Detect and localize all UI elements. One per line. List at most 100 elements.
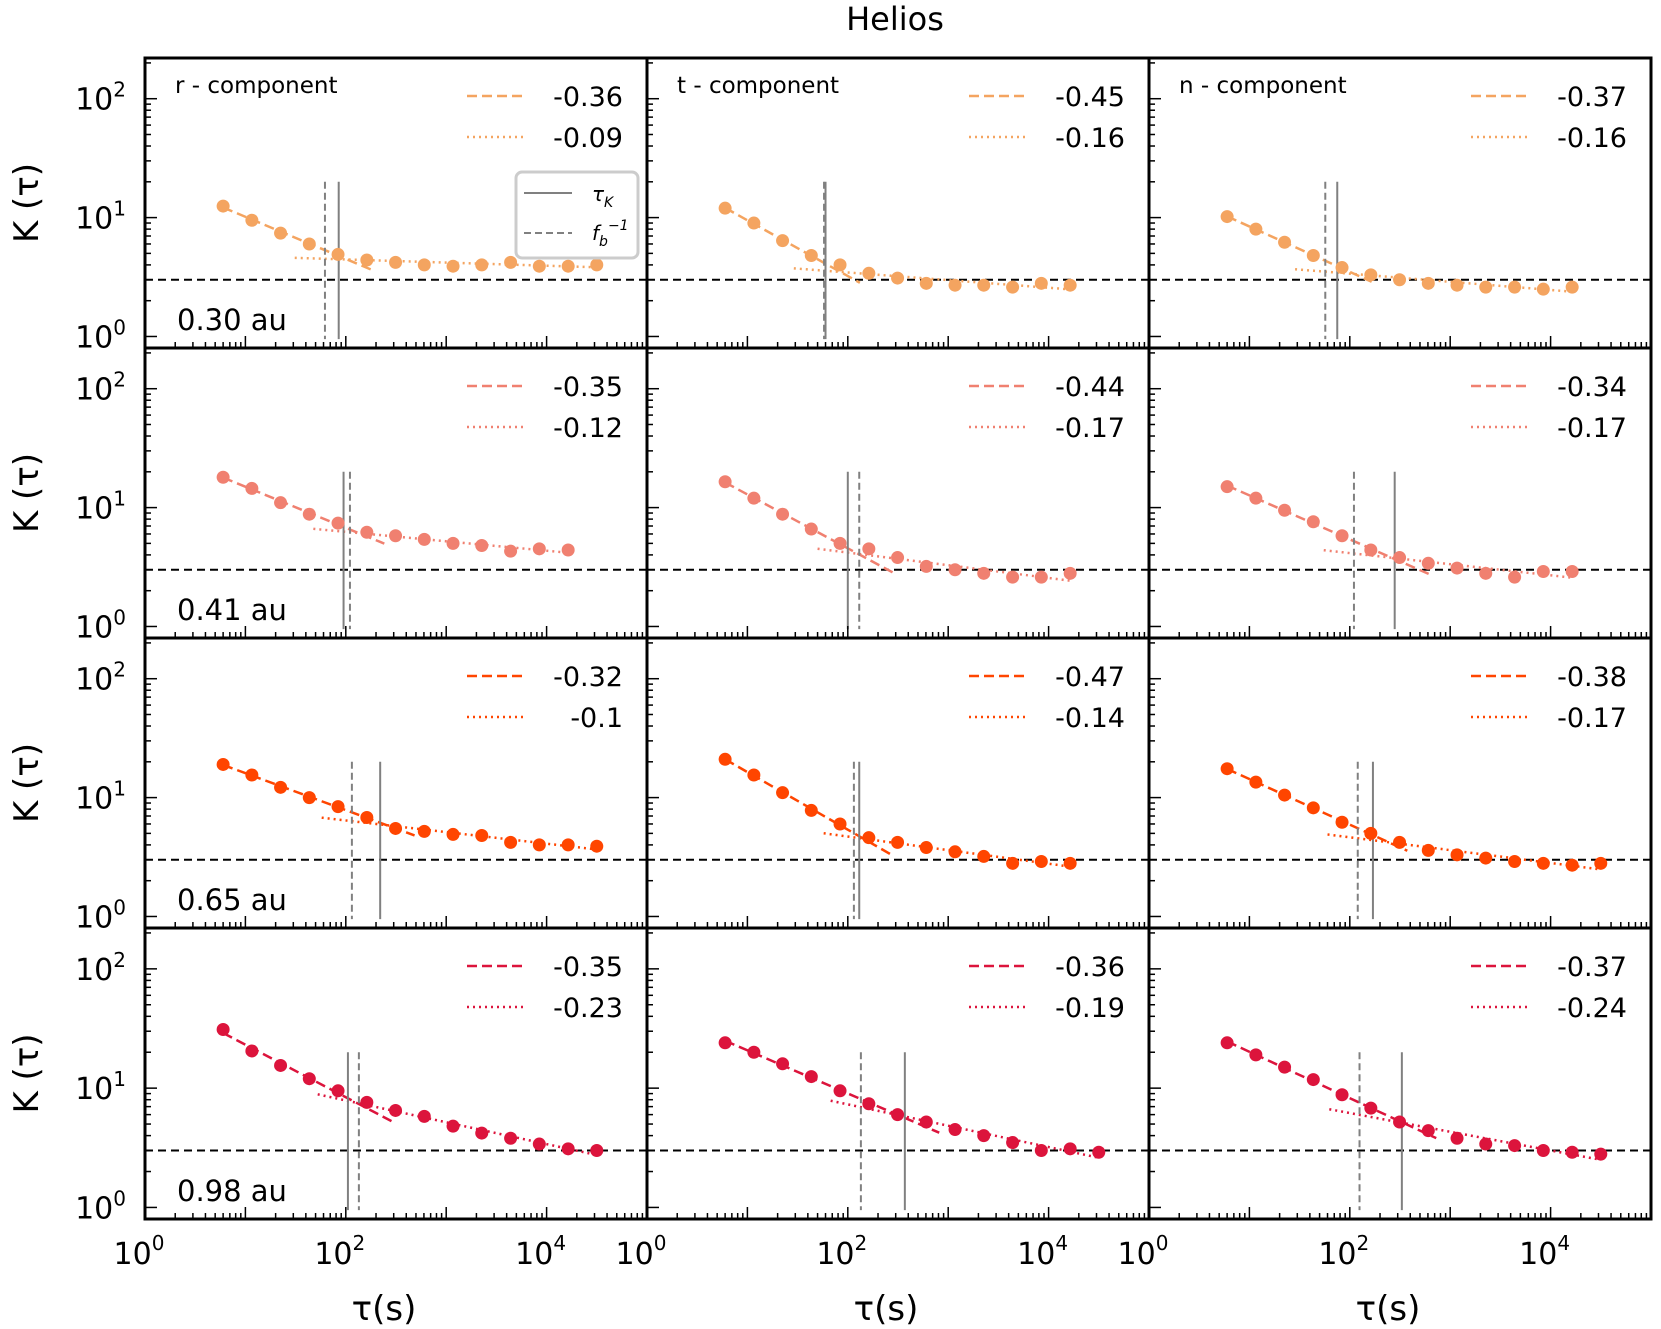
x-tick-label: 102 bbox=[314, 1231, 365, 1272]
column-header: n - component bbox=[1179, 73, 1347, 99]
plot-area bbox=[145, 470, 647, 630]
data-point bbox=[862, 831, 876, 845]
data-point bbox=[948, 845, 962, 859]
data-point bbox=[1565, 565, 1579, 579]
y-tick-label: 101 bbox=[75, 487, 126, 527]
data-point bbox=[331, 247, 345, 261]
data-point bbox=[1508, 570, 1522, 584]
y-tick-label: 100 bbox=[75, 1186, 126, 1226]
data-point bbox=[1508, 855, 1522, 869]
data-point bbox=[718, 752, 732, 766]
data-point bbox=[360, 811, 374, 825]
data-point bbox=[1278, 235, 1292, 249]
x-axis-label: τ(s) bbox=[1356, 1289, 1421, 1329]
data-point bbox=[1335, 529, 1349, 543]
plot-area bbox=[647, 181, 1149, 340]
data-point bbox=[389, 1103, 403, 1117]
data-point bbox=[360, 1095, 374, 1109]
data-point bbox=[891, 271, 905, 285]
y-tick-label: 100 bbox=[75, 895, 126, 935]
data-point bbox=[1565, 1145, 1579, 1159]
data-point bbox=[1364, 543, 1378, 557]
data-point bbox=[360, 525, 374, 539]
data-point bbox=[245, 768, 259, 782]
x-axis-label: τ(s) bbox=[352, 1289, 417, 1329]
data-point bbox=[1335, 815, 1349, 829]
data-point bbox=[245, 1044, 259, 1058]
column-header: r - component bbox=[175, 73, 338, 99]
data-point bbox=[977, 849, 991, 863]
data-point bbox=[504, 1131, 518, 1145]
data-point bbox=[1565, 858, 1579, 872]
data-point bbox=[1034, 276, 1048, 290]
data-point bbox=[389, 255, 403, 269]
data-point bbox=[804, 1070, 818, 1084]
data-point bbox=[1006, 280, 1020, 294]
data-point bbox=[302, 791, 316, 805]
fit-line-dashed bbox=[724, 1039, 940, 1134]
data-point bbox=[948, 1123, 962, 1137]
fit-line-dashed bbox=[1226, 215, 1373, 283]
y-tick-label: 100 bbox=[75, 315, 126, 355]
data-point bbox=[1536, 1144, 1550, 1158]
fit-line-dotted bbox=[793, 267, 1071, 291]
data-point bbox=[1479, 566, 1493, 580]
fit-line-dotted bbox=[1323, 548, 1573, 579]
data-point bbox=[1034, 1144, 1048, 1158]
data-point bbox=[532, 259, 546, 273]
data-point bbox=[1306, 1073, 1320, 1087]
distance-label: 0.98 au bbox=[177, 1174, 287, 1208]
data-point bbox=[446, 536, 460, 550]
plot-area bbox=[1149, 181, 1651, 340]
fit-line-dotted bbox=[830, 1099, 1100, 1159]
data-point bbox=[504, 835, 518, 849]
legend-slope-dotted: -0.17 bbox=[1055, 413, 1125, 444]
data-point bbox=[862, 542, 876, 556]
fit-line-dotted bbox=[817, 547, 1071, 582]
data-point bbox=[532, 1137, 546, 1151]
data-point bbox=[590, 258, 604, 272]
y-tick-label: 102 bbox=[75, 658, 126, 698]
data-point bbox=[1594, 856, 1608, 870]
data-point bbox=[919, 276, 933, 290]
y-tick-label: 102 bbox=[75, 78, 126, 118]
data-point bbox=[1306, 515, 1320, 529]
panel-n-row4: -0.37 -0.24 bbox=[1147, 926, 1653, 1221]
data-point bbox=[1479, 1137, 1493, 1151]
data-point bbox=[1063, 1142, 1077, 1156]
data-point bbox=[1220, 210, 1234, 224]
legend-slope-dotted: -0.1 bbox=[570, 703, 623, 734]
fit-line-dotted bbox=[1327, 833, 1601, 871]
panel-t-row2: -0.44 -0.17 bbox=[645, 346, 1151, 640]
data-point bbox=[1063, 856, 1077, 870]
plot-area bbox=[145, 181, 647, 340]
panel-t-row3: -0.47 -0.14 bbox=[645, 636, 1151, 930]
legend-slope-dotted: -0.14 bbox=[1055, 703, 1125, 734]
data-point bbox=[833, 817, 847, 831]
legend-slope-dashed: -0.36 bbox=[1055, 952, 1125, 983]
legend-slope-dotted: -0.23 bbox=[553, 993, 623, 1024]
fit-line-dotted bbox=[313, 527, 569, 554]
data-point bbox=[1393, 1115, 1407, 1129]
x-axis-label: τ(s) bbox=[854, 1289, 919, 1329]
data-point bbox=[1034, 570, 1048, 584]
data-point bbox=[919, 841, 933, 855]
legend-slope-dashed: -0.35 bbox=[553, 372, 623, 403]
data-point bbox=[331, 1084, 345, 1098]
data-point bbox=[1450, 278, 1464, 292]
data-point bbox=[1364, 826, 1378, 840]
data-point bbox=[1278, 503, 1292, 517]
data-point bbox=[446, 259, 460, 273]
data-point bbox=[302, 1072, 316, 1086]
data-point bbox=[590, 1144, 604, 1158]
data-point bbox=[417, 1109, 431, 1123]
x-tick-label: 104 bbox=[515, 1231, 566, 1272]
x-tick-label: 102 bbox=[1318, 1231, 1369, 1272]
data-point bbox=[1220, 762, 1234, 776]
data-point bbox=[1249, 775, 1263, 789]
data-point bbox=[891, 551, 905, 565]
legend-slope-dashed: -0.47 bbox=[1055, 662, 1125, 693]
data-point bbox=[1450, 848, 1464, 862]
legend-slope-dashed: -0.35 bbox=[553, 952, 623, 983]
data-point bbox=[1092, 1145, 1106, 1159]
